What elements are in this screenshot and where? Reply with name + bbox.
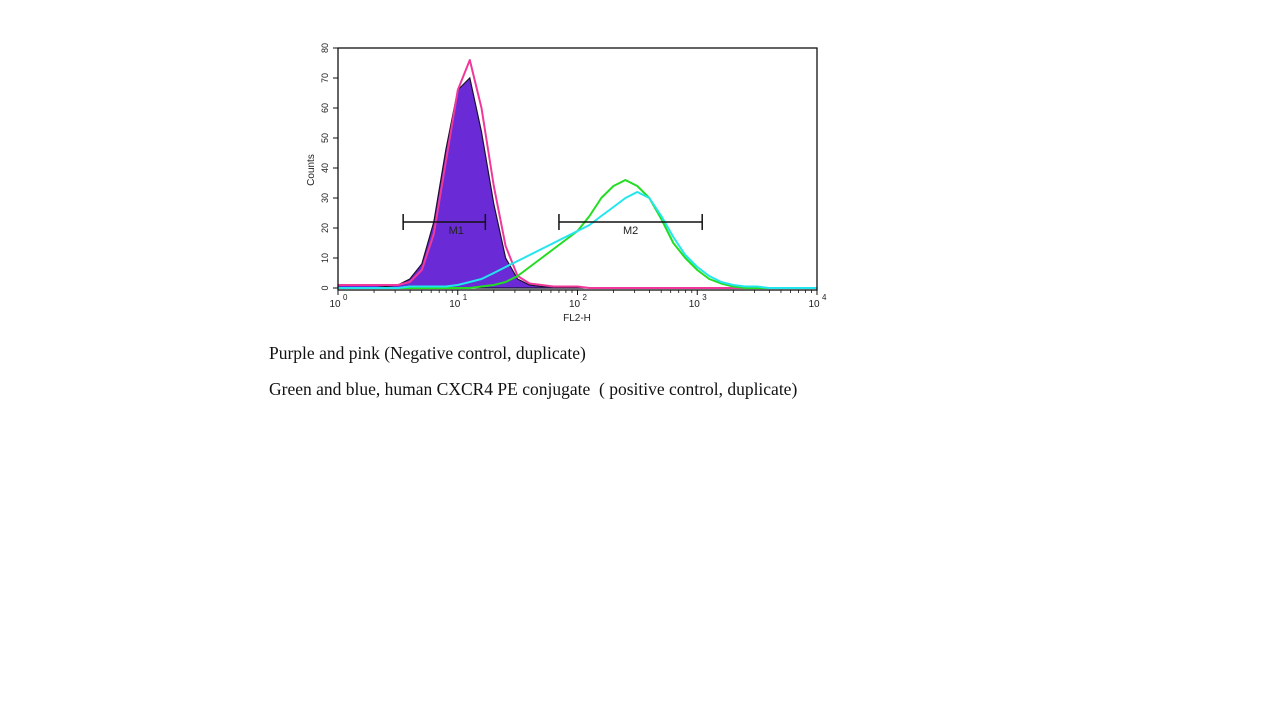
series-2-line bbox=[338, 179, 817, 289]
x-tick-exponent: 3 bbox=[702, 293, 707, 302]
x-tick-label: 10 bbox=[449, 299, 461, 310]
gate-label: M1 bbox=[449, 225, 464, 237]
y-tick-label: 20 bbox=[320, 223, 330, 233]
y-tick-label: 40 bbox=[320, 163, 330, 173]
y-tick-label: 60 bbox=[320, 103, 330, 113]
y-tick-label: 80 bbox=[320, 43, 330, 53]
x-tick-label: 10 bbox=[689, 299, 701, 310]
y-tick-label: 0 bbox=[320, 285, 330, 290]
gate-marker-m2: M2 bbox=[558, 214, 703, 237]
y-tick-label: 10 bbox=[320, 253, 330, 263]
caption-positive-control: Green and blue, human CXCR4 PE conjugate… bbox=[269, 379, 798, 399]
x-tick-label: 10 bbox=[569, 299, 581, 310]
gate-marker-m1: M1 bbox=[402, 214, 487, 237]
series-3-line bbox=[338, 191, 817, 289]
y-axis-label: Counts bbox=[306, 154, 317, 186]
marker-layer: M1 M2 bbox=[402, 214, 703, 237]
y-tick-label: 50 bbox=[320, 133, 330, 143]
gate-label: M2 bbox=[623, 225, 638, 237]
y-tick-label: 30 bbox=[320, 193, 330, 203]
series-0-area bbox=[337, 76, 817, 289]
series-1-line bbox=[338, 59, 817, 289]
caption-negative-control: Purple and pink (Negative control, dupli… bbox=[269, 343, 586, 363]
x-tick-exponent: 2 bbox=[583, 293, 588, 302]
series-layer bbox=[337, 59, 817, 289]
x-tick-exponent: 1 bbox=[463, 293, 468, 302]
plot-frame bbox=[337, 47, 818, 291]
x-tick-label: 10 bbox=[329, 299, 341, 310]
x-tick-label: 10 bbox=[808, 299, 820, 310]
x-tick-exponent: 4 bbox=[822, 293, 827, 302]
x-axis-label: FL2-H bbox=[563, 313, 591, 324]
x-tick-exponent: 0 bbox=[343, 293, 348, 302]
y-tick-label: 70 bbox=[320, 73, 330, 83]
